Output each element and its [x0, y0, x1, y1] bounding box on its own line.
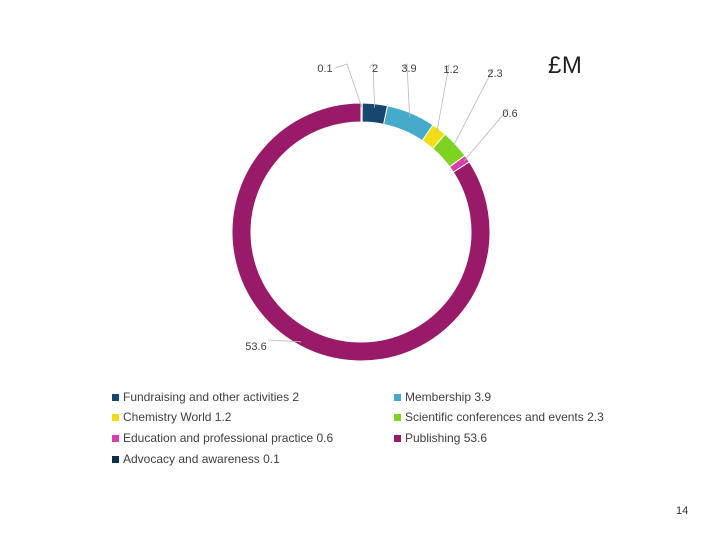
legend-swatch-advocacy — [112, 455, 119, 463]
legend-item-membership: Membership 3.9 — [394, 390, 491, 404]
leader-line-publishing — [267, 339, 302, 343]
leader-line-chemistry-world — [436, 63, 450, 133]
legend-label-advocacy: Advocacy and awareness 0.1 — [123, 452, 280, 466]
data-label-advocacy-and-awareness: 0.1 — [317, 63, 332, 75]
legend-swatch-publishing — [394, 434, 401, 442]
legend-label-membership: Membership 3.9 — [405, 390, 492, 404]
legend-item-fundraising: Fundraising and other activities 2 — [112, 390, 299, 404]
legend-label-publishing: Publishing 53.6 — [405, 431, 488, 445]
leader-line-advocacy-and-awareness — [334, 63, 362, 108]
legend-item-advocacy: Advocacy and awareness 0.1 — [112, 452, 280, 466]
legend-swatch-scientific-conferences — [394, 413, 401, 421]
legend-item-publishing: Publishing 53.6 — [394, 431, 487, 445]
legend-swatch-chemistry-world — [112, 413, 119, 421]
leader-line-education-and-professional-practice — [463, 108, 509, 162]
legend-item-scientific-conferences: Scientific conferences and events 2.3 — [394, 410, 604, 424]
data-label-publishing: 53.6 — [245, 341, 266, 353]
legend-item-chemistry-world: Chemistry World 1.2 — [112, 410, 231, 424]
legend-label-chemistry-world: Chemistry World 1.2 — [123, 410, 232, 424]
legend-swatch-fundraising — [112, 393, 119, 401]
leader-line-fundraising-and-other-activities — [368, 63, 375, 108]
legend-item-education: Education and professional practice 0.6 — [112, 431, 333, 445]
page-number: 14 — [676, 505, 689, 517]
legend-swatch-education — [112, 434, 119, 442]
legend-label-fundraising: Fundraising and other activities 2 — [123, 390, 300, 404]
legend-label-scientific-conferences: Scientific conferences and events 2.3 — [405, 410, 604, 424]
slice-publishing — [231, 102, 491, 362]
data-label-fundraising-and-other-activities: 2 — [372, 63, 378, 75]
leader-line-membership — [402, 63, 411, 117]
unit-label: £M — [548, 52, 583, 79]
data-label-chemistry-world: 1.2 — [443, 64, 458, 76]
data-label-membership: 3.9 — [401, 63, 416, 75]
data-label-education-and-professional-practice: 0.6 — [502, 108, 517, 120]
leader-line-scientific-conferences-and-events — [452, 68, 494, 148]
data-label-scientific-conferences-and-events: 2.3 — [487, 68, 502, 80]
legend-swatch-membership — [394, 393, 401, 401]
legend-label-education: Education and professional practice 0.6 — [123, 431, 334, 445]
